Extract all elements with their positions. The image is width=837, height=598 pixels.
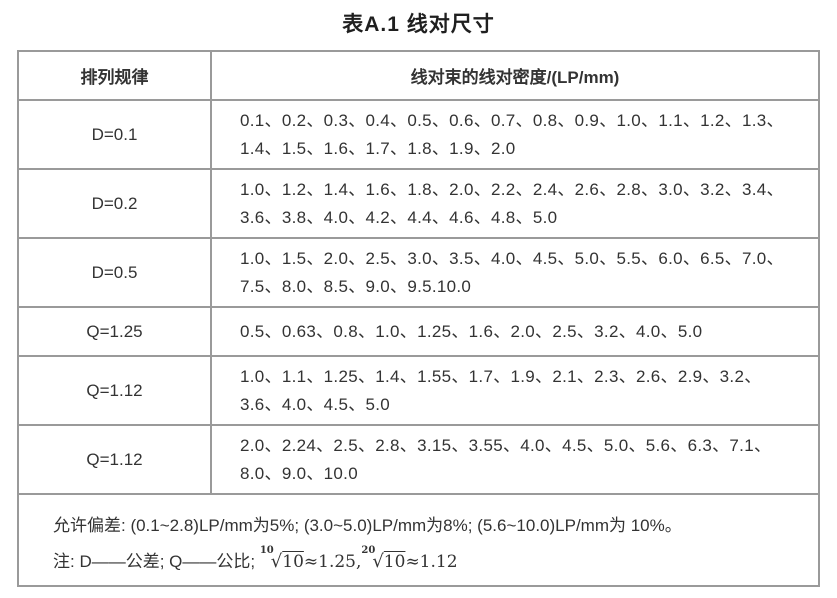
- values-cell: 0.1、0.2、0.3、0.4、0.5、0.6、0.7、0.8、0.9、1.0、…: [210, 98, 820, 171]
- values-cell: 0.5、0.63、0.8、1.0、1.25、1.6、2.0、2.5、3.2、4.…: [210, 306, 820, 358]
- table-header-row: 排列规律 线对束的线对密度/(LP/mm): [17, 50, 820, 101]
- note-cell: 允许偏差: (0.1~2.8)LP/mm为5%; (3.0~5.0)LP/mm为…: [17, 493, 820, 588]
- table-row: D=0.5 1.0、1.5、2.0、2.5、3.0、3.5、4.0、4.5、5.…: [17, 237, 820, 309]
- sqrt-icon: √: [372, 550, 384, 572]
- radicand: 10: [383, 551, 406, 572]
- table-note-row: 允许偏差: (0.1~2.8)LP/mm为5%; (3.0~5.0)LP/mm为…: [17, 493, 820, 588]
- rule-cell: D=0.2: [17, 168, 212, 240]
- note-tolerance: 允许偏差: (0.1~2.8)LP/mm为5%; (3.0~5.0)LP/mm为…: [53, 515, 682, 535]
- root-result: ≈1.12: [405, 551, 458, 572]
- radicand: 10: [282, 551, 304, 572]
- table-row: D=0.2 1.0、1.2、1.4、1.6、1.8、2.0、2.2、2.4、2.…: [17, 168, 820, 240]
- line-pair-table: 排列规律 线对束的线对密度/(LP/mm) D=0.1 0.1、0.2、0.3、…: [17, 50, 820, 588]
- values-cell: 1.0、1.1、1.25、1.4、1.55、1.7、1.9、2.1、2.3、2.…: [210, 355, 820, 427]
- rule-cell: D=0.5: [17, 237, 212, 309]
- page-title: 表A.1 线对尺寸: [342, 13, 495, 36]
- sqrt-icon: √: [270, 550, 283, 572]
- header-cell-density: 线对束的线对密度/(LP/mm): [210, 50, 820, 101]
- note-legend: 注: D——公差; Q——公比; 10√10≈1.25,20√10≈1.12: [53, 545, 798, 572]
- rule-cell: Q=1.25: [17, 306, 212, 358]
- radical-expression-1: 10√10≈1.25,: [260, 545, 362, 572]
- radical-expression-2: 20√10≈1.12: [361, 545, 458, 572]
- rule-cell: Q=1.12: [17, 424, 212, 496]
- table-row: Q=1.12 1.0、1.1、1.25、1.4、1.55、1.7、1.9、2.1…: [17, 355, 820, 427]
- table-row: D=0.1 0.1、0.2、0.3、0.4、0.5、0.6、0.7、0.8、0.…: [17, 98, 820, 171]
- root-result: ≈1.25,: [303, 551, 362, 572]
- note-legend-text: 注: D——公差; Q——公比;: [53, 551, 260, 571]
- rule-cell: D=0.1: [17, 98, 212, 171]
- values-cell: 1.0、1.2、1.4、1.6、1.8、2.0、2.2、2.4、2.6、2.8、…: [210, 168, 820, 240]
- values-cell: 2.0、2.24、2.5、2.8、3.15、3.55、4.0、4.5、5.0、5…: [210, 424, 820, 496]
- table-row: Q=1.25 0.5、0.63、0.8、1.0、1.25、1.6、2.0、2.5…: [17, 306, 820, 358]
- values-cell: 1.0、1.5、2.0、2.5、3.0、3.5、4.0、4.5、5.0、5.5、…: [210, 237, 820, 309]
- root-index: 20: [361, 545, 376, 557]
- table-row: Q=1.12 2.0、2.24、2.5、2.8、3.15、3.55、4.0、4.…: [17, 424, 820, 496]
- root-index: 10: [259, 545, 274, 557]
- header-cell-rule: 排列规律: [17, 50, 212, 101]
- rule-cell: Q=1.12: [17, 355, 212, 427]
